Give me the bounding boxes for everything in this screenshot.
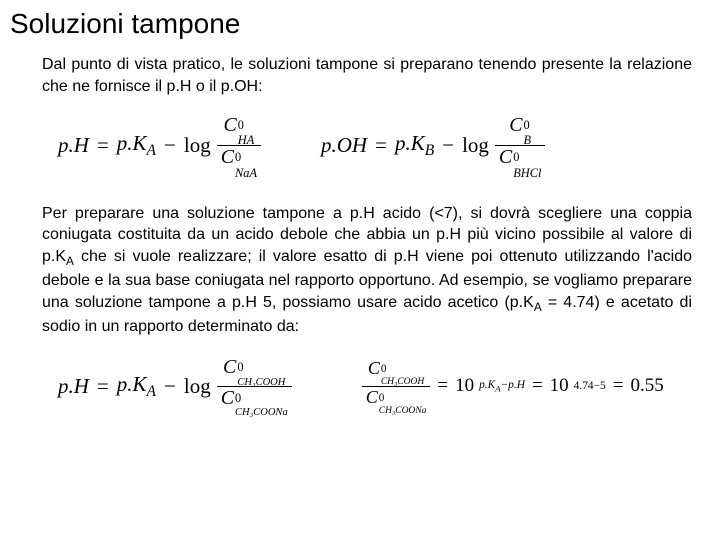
main-paragraph: Per preparare una soluzione tampone a p.… (10, 203, 710, 338)
f3-eq: = (95, 374, 111, 399)
f4-eq2: = (530, 375, 545, 397)
f4-eq3: = (611, 375, 626, 397)
f1-eq: = (95, 133, 111, 158)
f3-pk: p.KA (117, 372, 156, 401)
f3-minus: − (162, 374, 178, 399)
f3-log: log (184, 374, 211, 399)
f3-den: C0CH₃COONa (217, 386, 292, 416)
f1-den: C0NaA (217, 145, 261, 176)
f1-pk: p.KA (117, 131, 156, 160)
f2-lhs: p.OH (321, 133, 367, 158)
f2-num: C0B (505, 115, 535, 145)
f1-log: log (184, 133, 211, 158)
f1-frac: C0HA C0NaA (217, 115, 261, 177)
f2-log: log (462, 133, 489, 158)
f3-frac: C0CH₃COOH C0CH₃COONa (217, 357, 292, 415)
f4-num: C0CH₃COOH (364, 359, 428, 386)
f1-num: C0HA (219, 115, 258, 145)
f1-minus: − (162, 133, 178, 158)
page-title: Soluzioni tampone (10, 8, 710, 40)
f4-eq1: = (435, 375, 450, 397)
formula-poh: p.OH = p.KB − log C0B C0BHCl (321, 115, 545, 177)
formula-ph-acetic: p.H = p.KA − log C0CH₃COOH C0CH₃COONa (58, 357, 292, 415)
f2-den: C0BHCl (495, 145, 545, 176)
f4-den: C0CH₃COONa (362, 386, 431, 414)
f4-exp1: p.KA−p.H (479, 379, 525, 393)
f3-lhs: p.H (58, 374, 89, 399)
formula-ph: p.H = p.KA − log C0HA C0NaA (58, 115, 261, 177)
intro-text: Dal punto di vista pratico, le soluzioni… (10, 54, 710, 97)
f2-eq: = (373, 133, 389, 158)
f4-ten1: 10 (455, 375, 474, 397)
formula-row-1: p.H = p.KA − log C0HA C0NaA p.OH = p.KB … (10, 115, 710, 177)
f2-minus: − (440, 133, 456, 158)
f4-ten2: 10 (550, 375, 569, 397)
f3-num: C0CH₃COOH (219, 357, 289, 386)
f2-frac: C0B C0BHCl (495, 115, 545, 177)
formula-ratio: C0CH₃COOH C0CH₃COONa = 10 p.KA−p.H = 10 4.… (362, 359, 664, 413)
slide: Soluzioni tampone Dal punto di vista pra… (0, 0, 720, 436)
f4-result: 0.55 (630, 375, 663, 397)
f4-frac: C0CH₃COOH C0CH₃COONa (362, 359, 431, 413)
f4-exp2: 4.74−5 (574, 380, 606, 392)
formula-row-2: p.H = p.KA − log C0CH₃COOH C0CH₃COONa C0… (10, 357, 710, 415)
f1-lhs: p.H (58, 133, 89, 158)
f2-pk: p.KB (395, 131, 434, 160)
